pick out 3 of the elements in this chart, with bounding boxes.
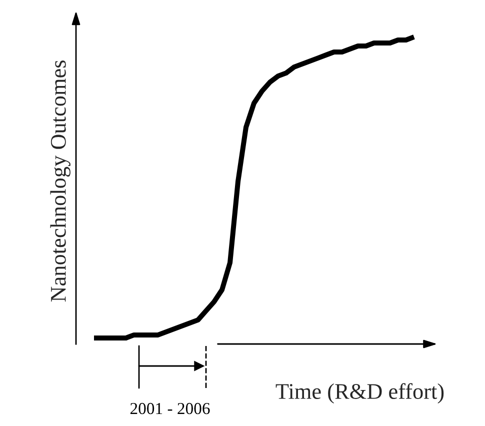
x-axis-title: Time (R&D effort) <box>276 383 444 404</box>
text: 2001 - 2006 <box>130 402 210 414</box>
y-axis-title: Nanotechnology Outcomes <box>50 60 70 302</box>
